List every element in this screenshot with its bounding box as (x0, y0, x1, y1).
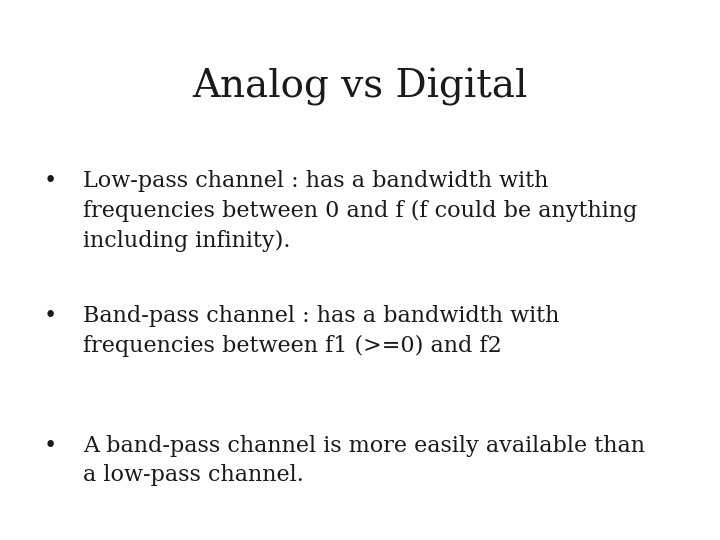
Text: •: • (44, 305, 57, 327)
Text: Low-pass channel : has a bandwidth with
frequencies between 0 and f (f could be : Low-pass channel : has a bandwidth with … (83, 170, 637, 252)
Text: •: • (44, 170, 57, 192)
Text: •: • (44, 435, 57, 457)
Text: Analog vs Digital: Analog vs Digital (192, 68, 528, 105)
Text: A band-pass channel is more easily available than
a low-pass channel.: A band-pass channel is more easily avail… (83, 435, 645, 487)
Text: Band-pass channel : has a bandwidth with
frequencies between f1 (>=0) and f2: Band-pass channel : has a bandwidth with… (83, 305, 559, 357)
